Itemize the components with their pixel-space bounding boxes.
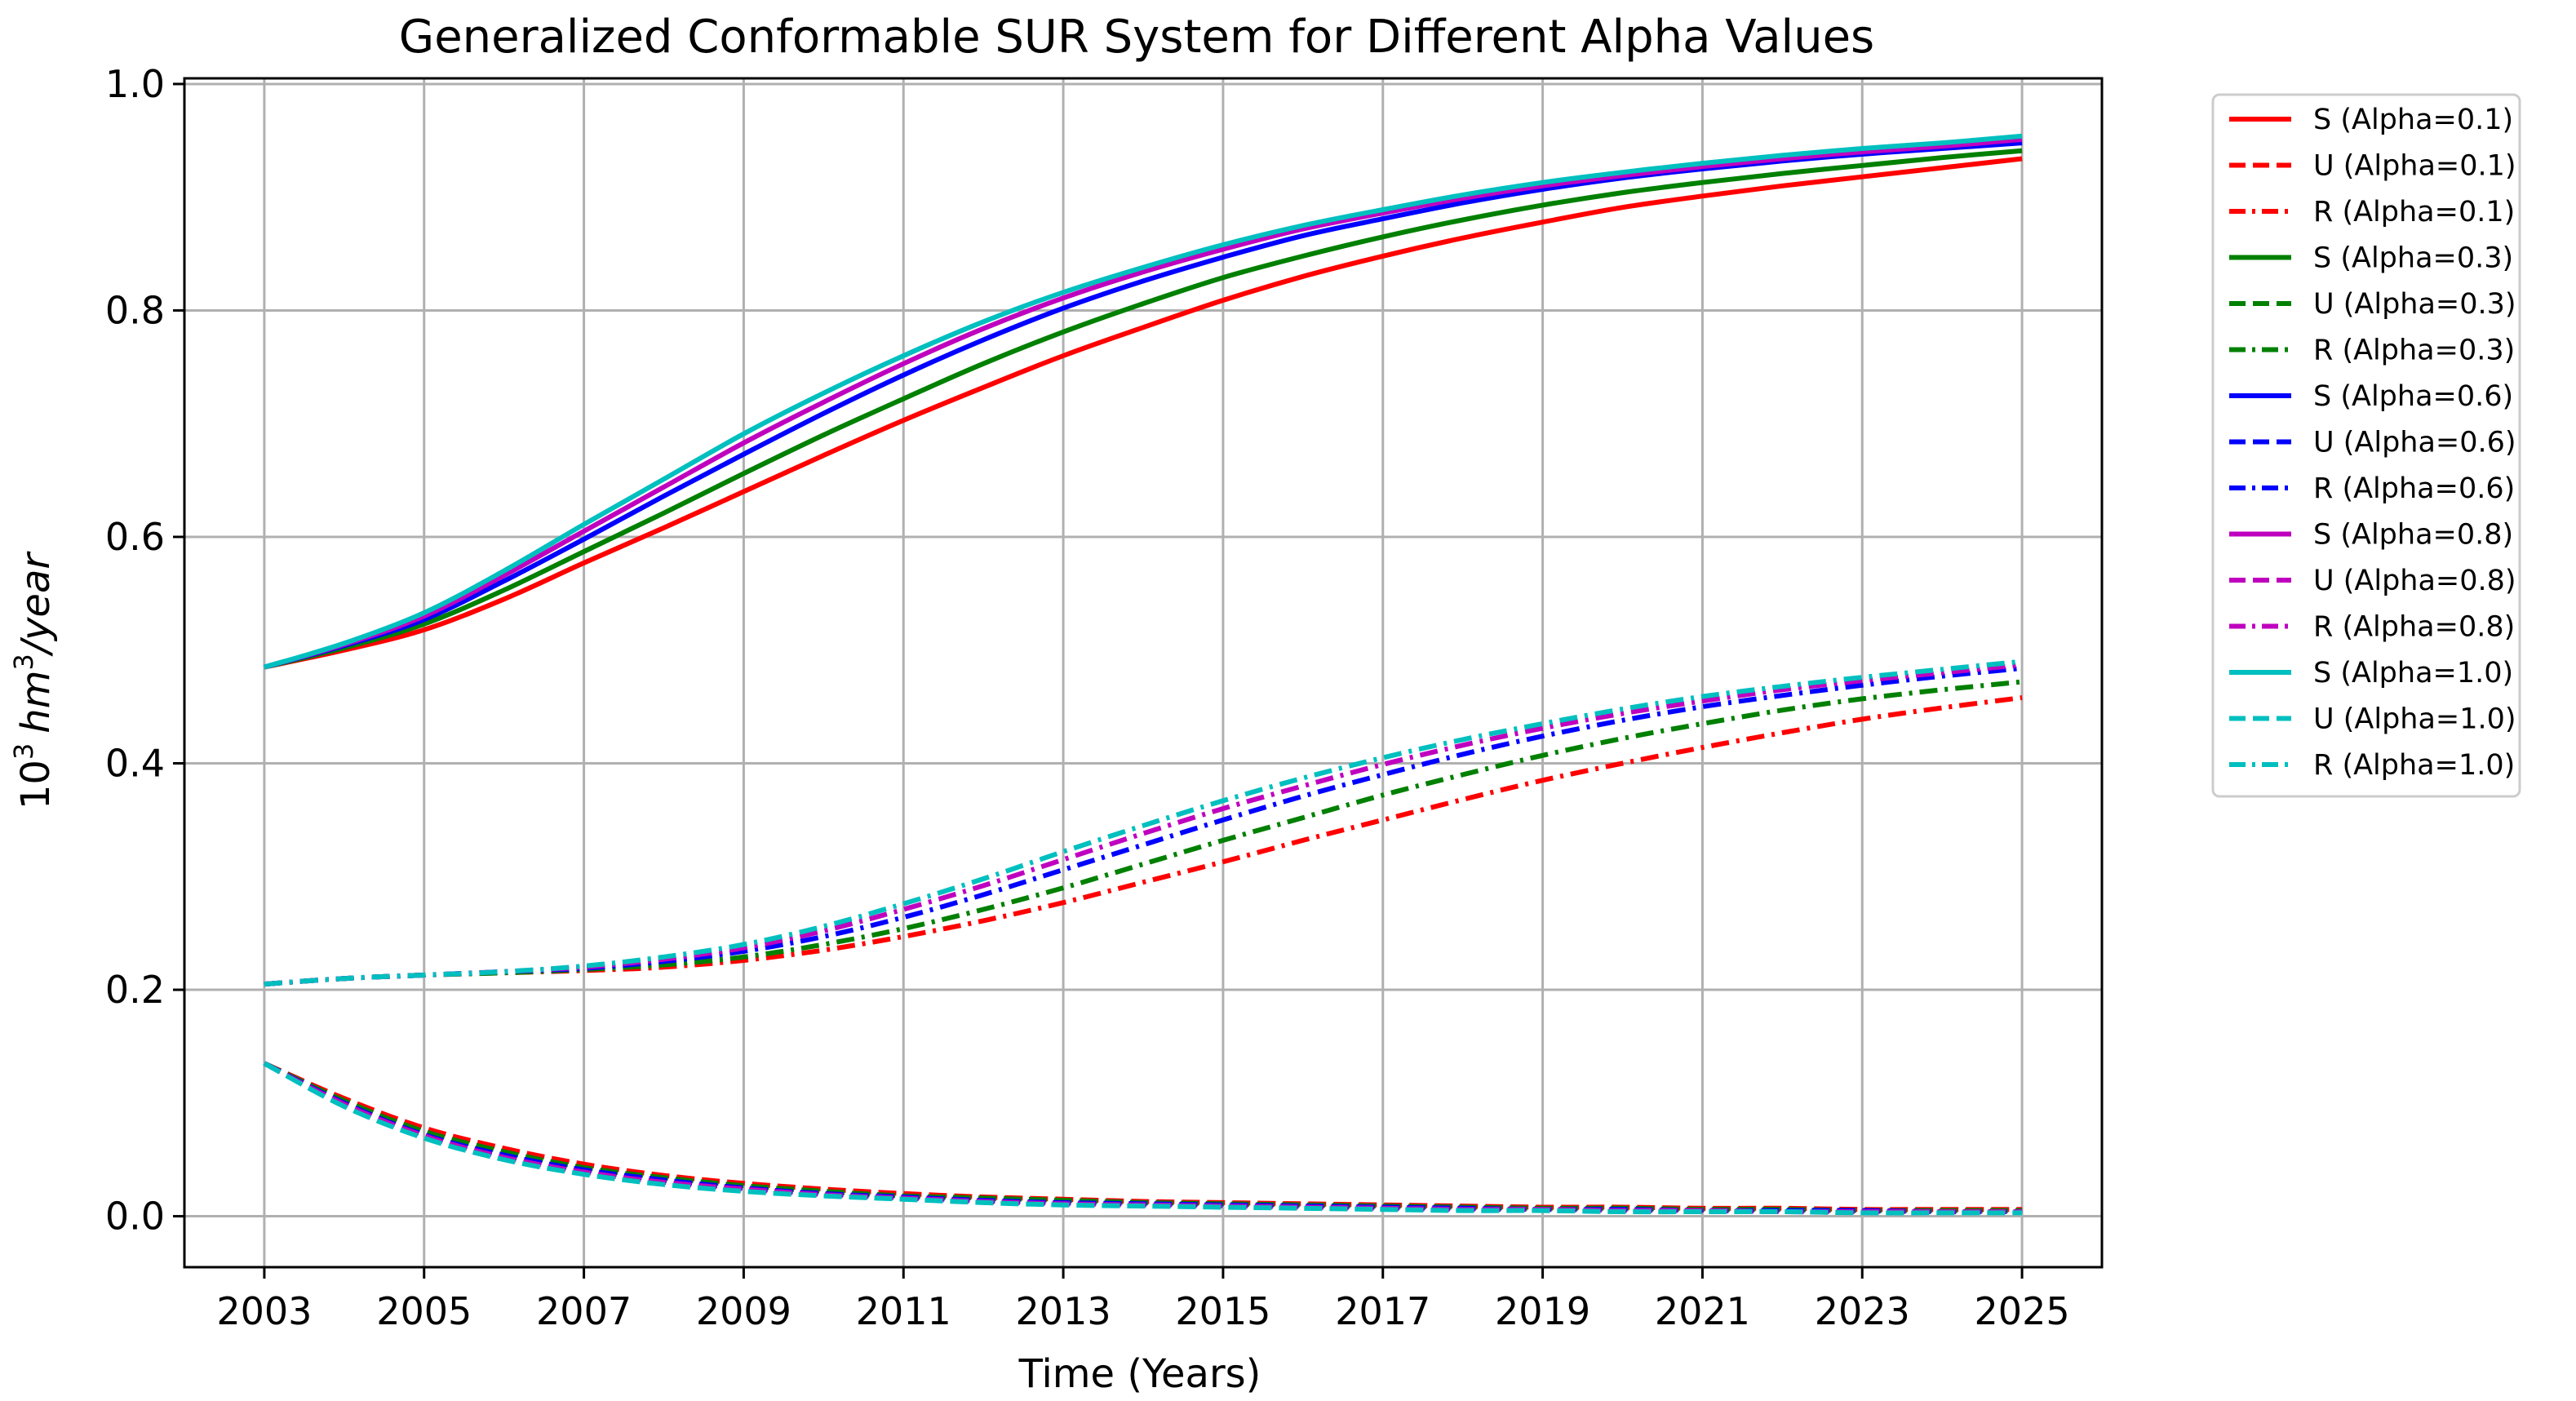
series-line-0 — [264, 156, 2023, 670]
y-label-unit-exp: 3 — [8, 654, 39, 670]
plot-frame — [183, 77, 2104, 1269]
legend-frame — [2211, 93, 2521, 798]
y-tick-label: 0.4 — [105, 742, 165, 786]
series-layer — [263, 133, 2023, 1216]
legend-label: U (Alpha=0.1) — [2313, 150, 2516, 183]
legend-label: R (Alpha=0.8) — [2313, 611, 2515, 644]
y-axis: 0.0 0.2 0.4 0.6 0.8 1.0 — [105, 62, 184, 1239]
legend-label: U (Alpha=0.3) — [2313, 288, 2516, 321]
legend-label: U (Alpha=1.0) — [2313, 703, 2516, 736]
x-tick-label: 2005 — [376, 1289, 472, 1333]
series-line-12 — [264, 133, 2023, 670]
series-line-13 — [263, 1061, 2023, 1216]
series-line-8 — [264, 665, 2023, 987]
legend-label: S (Alpha=1.0) — [2313, 657, 2513, 689]
y-tick-label: 1.0 — [105, 62, 165, 106]
x-tick-label: 2021 — [1655, 1289, 1750, 1333]
x-tick-label: 2011 — [856, 1289, 951, 1333]
x-tick-label: 2003 — [216, 1289, 312, 1333]
y-label-base: 10 — [13, 760, 59, 809]
legend-label: R (Alpha=0.1) — [2313, 196, 2515, 228]
y-label-suffix: /year — [13, 551, 59, 658]
y-label-unit: hm — [13, 671, 59, 734]
x-tick-label: 2017 — [1335, 1289, 1430, 1333]
x-axis-label: Time (Years) — [1018, 1351, 1261, 1397]
x-tick-label: 2013 — [1016, 1289, 1111, 1333]
y-tick-label: 0.8 — [105, 288, 165, 332]
chart-title: Generalized Conformable SUR System for D… — [399, 11, 1874, 64]
legend-label: U (Alpha=0.6) — [2313, 427, 2516, 459]
series-line-3 — [264, 148, 2023, 670]
x-tick-label: 2007 — [536, 1289, 632, 1333]
legend-label: S (Alpha=0.8) — [2313, 519, 2513, 552]
series-line-14 — [264, 658, 2023, 987]
series-line-2 — [264, 695, 2023, 987]
y-tick-label: 0.6 — [105, 515, 165, 559]
y-tick-label: 0.0 — [105, 1195, 165, 1239]
legend-label: S (Alpha=0.3) — [2313, 242, 2513, 275]
series-line-7 — [263, 1061, 2023, 1215]
legend: S (Alpha=0.1) U (Alpha=0.1) R (Alpha=0.1) S… — [2211, 93, 2521, 798]
series-line-5 — [264, 679, 2023, 987]
y-label-exp: 3 — [8, 743, 39, 760]
legend-label: S (Alpha=0.1) — [2313, 104, 2513, 136]
x-tick-label: 2023 — [1815, 1289, 1910, 1333]
legend-label: U (Alpha=0.8) — [2313, 565, 2516, 597]
y-axis-label: 103hm3/year — [8, 551, 59, 810]
series-line-10 — [263, 1061, 2023, 1215]
x-tick-label: 2025 — [1975, 1289, 2070, 1333]
legend-label: S (Alpha=0.6) — [2313, 380, 2513, 413]
legend-label: R (Alpha=0.6) — [2313, 472, 2515, 505]
legend-label: R (Alpha=0.3) — [2313, 335, 2515, 367]
x-tick-label: 2015 — [1175, 1289, 1270, 1333]
series-line-11 — [264, 662, 2023, 987]
series-line-9 — [264, 136, 2023, 670]
series-line-1 — [263, 1061, 2023, 1213]
x-axis: 2003 2005 2007 2009 2011 2013 2015 2017 2019 2021… — [216, 1267, 2070, 1333]
x-tick-label: 2009 — [696, 1289, 791, 1333]
y-tick-label: 0.2 — [105, 968, 165, 1012]
x-tick-label: 2019 — [1495, 1289, 1590, 1333]
series-line-4 — [263, 1061, 2023, 1213]
grid — [184, 78, 2102, 1267]
legend-label: R (Alpha=1.0) — [2313, 749, 2515, 782]
